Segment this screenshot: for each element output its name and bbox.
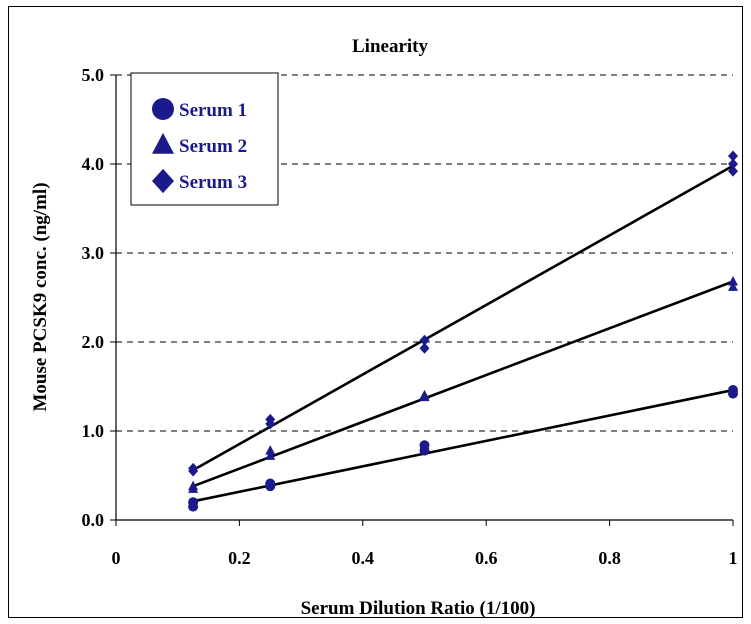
point-serum-3-5 bbox=[419, 334, 430, 346]
chart-title: Linearity bbox=[352, 36, 428, 57]
fit-line-serum-3 bbox=[192, 164, 734, 472]
legend-label-serum-2: Serum 2 bbox=[179, 136, 247, 157]
point-serum-2-7 bbox=[728, 275, 738, 286]
tick-label-y-5.0: 5.0 bbox=[82, 65, 105, 85]
tick-label-x-0.6: 0.6 bbox=[475, 548, 498, 568]
point-serum-3-1 bbox=[188, 462, 199, 474]
fit-line-serum-2 bbox=[192, 280, 734, 488]
tick-label-y-4.0: 4.0 bbox=[82, 154, 105, 174]
tick-label-x-1: 1 bbox=[729, 548, 738, 568]
point-serum-2-2 bbox=[265, 450, 276, 460]
point-serum-3-6 bbox=[728, 165, 738, 177]
y-axis-label: Mouse PCSK9 conc. (ng/ml) bbox=[30, 182, 51, 411]
point-serum-3-3 bbox=[265, 413, 276, 425]
point-serum-2-3 bbox=[265, 445, 276, 455]
point-serum-2-5 bbox=[419, 389, 430, 400]
x-axis-label: Serum Dilution Ratio (1/100) bbox=[301, 598, 536, 619]
point-serum-3-7 bbox=[728, 158, 738, 170]
fit-lines bbox=[192, 164, 734, 503]
tick-label-y-1.0: 1.0 bbox=[82, 421, 105, 441]
tick-label-x-0.4: 0.4 bbox=[352, 548, 375, 568]
data-points bbox=[188, 150, 738, 512]
legend-label-serum-1: Serum 1 bbox=[179, 100, 247, 121]
tick-label-y-3.0: 3.0 bbox=[82, 243, 105, 263]
legend: Serum 1 Serum 2 Serum 3 bbox=[130, 72, 279, 206]
legend-marker-serum-2 bbox=[152, 132, 174, 154]
point-serum-1-1 bbox=[188, 497, 199, 508]
tick-label-y-2.0: 2.0 bbox=[82, 332, 105, 352]
point-serum-2-6 bbox=[728, 281, 738, 291]
point-serum-1-3 bbox=[265, 478, 276, 489]
axes bbox=[110, 74, 734, 526]
fit-line-serum-1 bbox=[192, 388, 734, 503]
tick-labels: 0.0 1.0 2.0 3.0 4.0 5.0 0 0.2 0.4 0.6 0.8 1 bbox=[82, 65, 738, 568]
tick-label-x-0: 0 bbox=[112, 548, 121, 568]
tick-label-x-0.2: 0.2 bbox=[228, 548, 251, 568]
legend-marker-serum-1 bbox=[152, 98, 174, 120]
point-serum-1-7 bbox=[728, 385, 738, 396]
point-serum-2-1 bbox=[188, 480, 199, 491]
tick-label-y-0.0: 0.0 bbox=[82, 510, 105, 530]
tick-label-x-0.8: 0.8 bbox=[598, 548, 621, 568]
legend-marker-serum-3 bbox=[152, 168, 174, 194]
legend-label-serum-3: Serum 3 bbox=[179, 172, 247, 193]
point-serum-1-5 bbox=[419, 440, 430, 451]
point-serum-3-8 bbox=[728, 150, 738, 162]
point-serum-3-4 bbox=[419, 342, 430, 354]
